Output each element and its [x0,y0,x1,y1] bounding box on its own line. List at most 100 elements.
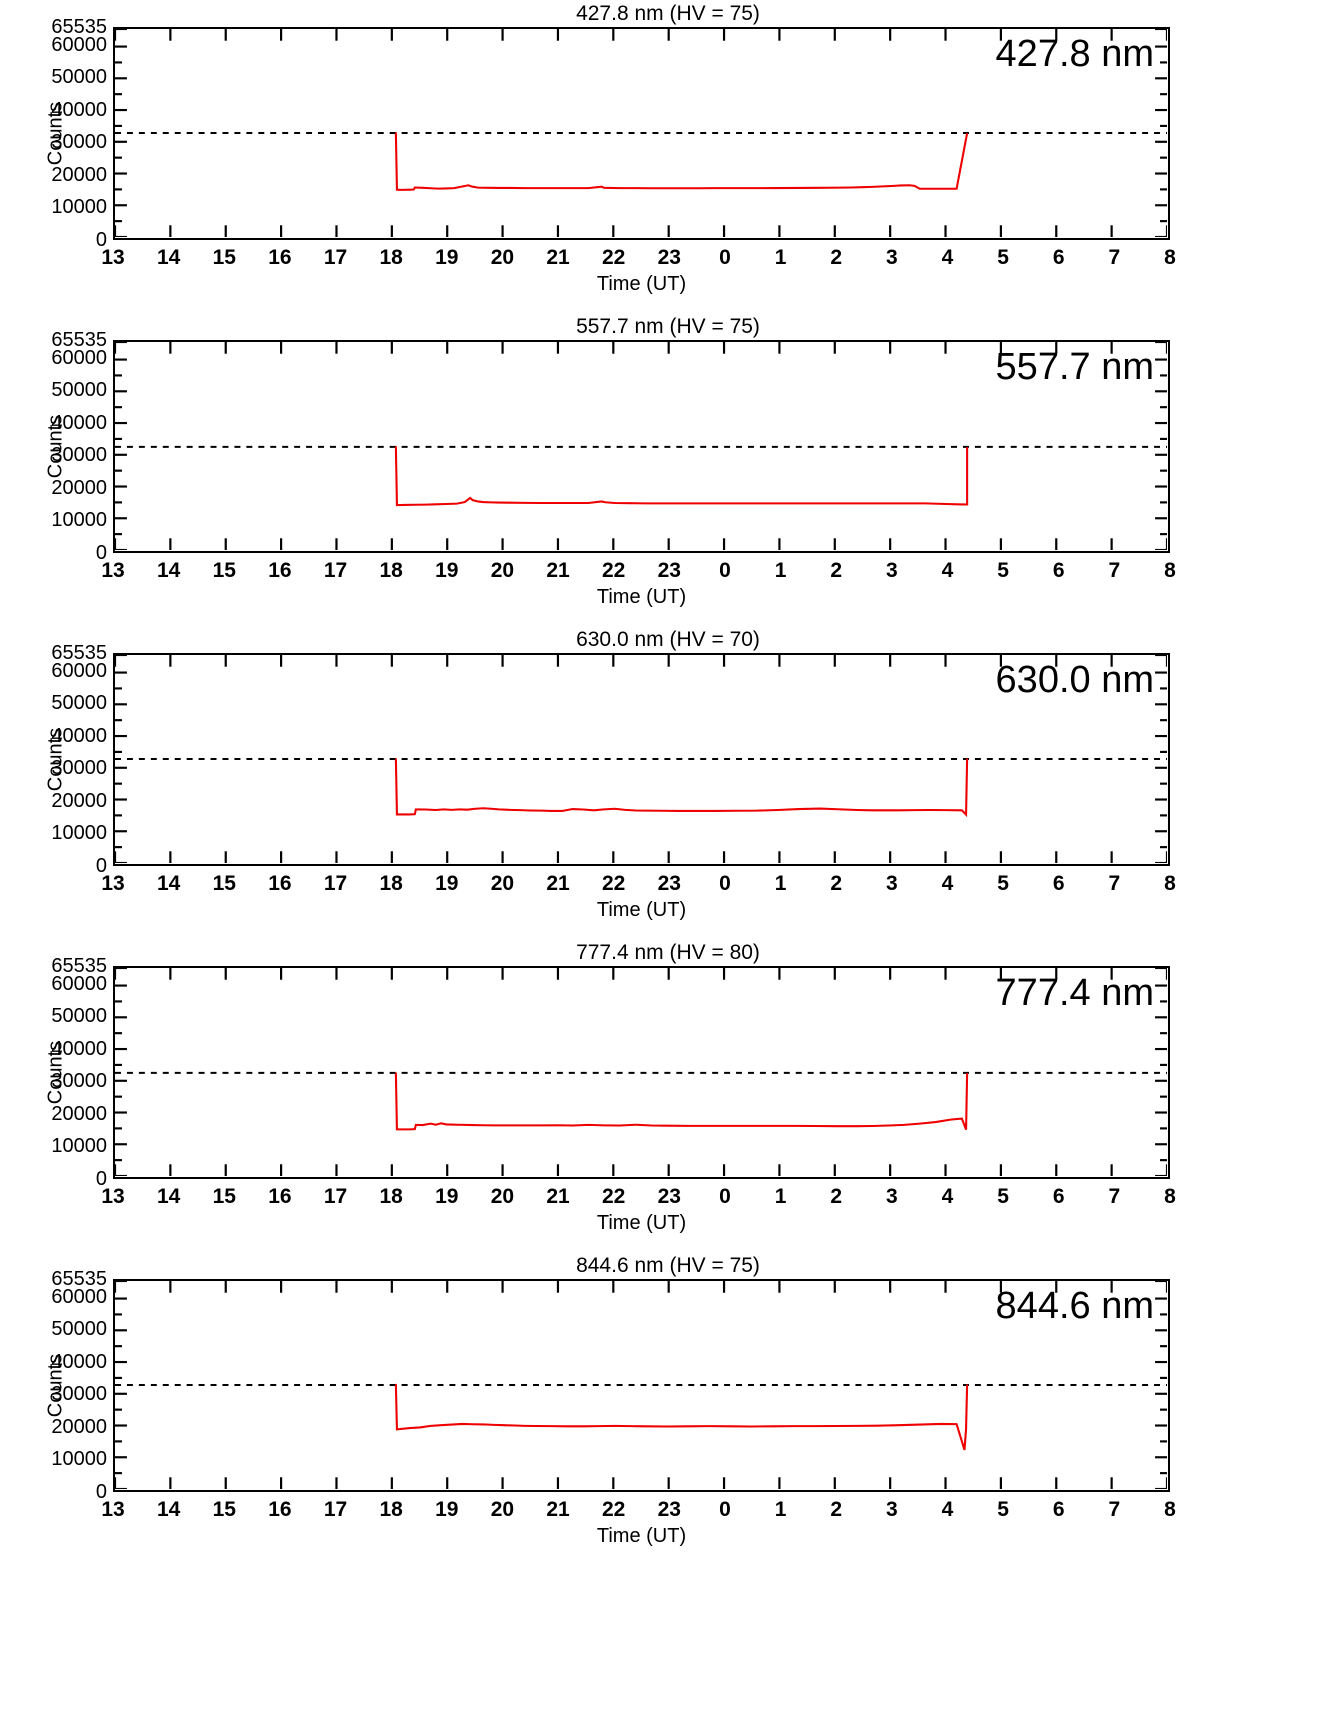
x-tick-label: 7 [1108,872,1121,895]
x-tick-label: 21 [546,246,570,269]
x-tick-label: 22 [601,872,626,895]
x-tick-label: 18 [379,872,403,895]
y-tick-label: 30000 [51,757,107,780]
y-tick-label: 30000 [51,131,107,154]
plot-frame: 557.7 nm [113,340,1170,553]
x-tick-label: 4 [941,872,954,895]
x-tick-label: 22 [601,246,626,269]
x-tick-label: 7 [1108,1498,1121,1521]
x-tick-label: 19 [435,559,459,582]
x-tick-label: 15 [212,1498,236,1521]
y-tick-label: 10000 [51,822,107,845]
x-tick-label: 8 [1164,559,1176,582]
x-tick-label: 21 [546,1498,570,1521]
x-tick-label: 23 [657,872,681,895]
panel-title: 777.4 nm (HV = 80) [576,941,760,964]
plot-canvas [115,29,1167,237]
y-tick-label: 65535 [51,955,107,977]
panel-inner-wavelength-label: 777.4 nm [995,972,1154,1014]
x-tick-label: 8 [1164,872,1176,895]
x-tick-label: 23 [657,559,681,582]
x-tick-label: 6 [1052,872,1065,895]
x-tick-label: 13 [101,1185,125,1208]
x-tick-label: 7 [1108,559,1121,582]
y-tick-label: 60000 [51,1285,107,1308]
plot-canvas [115,968,1167,1176]
y-tick-label: 50000 [51,1318,107,1341]
plot-frame: 630.0 nm [113,653,1170,866]
x-tick-label: 13 [101,559,125,582]
y-tick-label: 50000 [51,379,107,402]
y-tick-label: 40000 [51,411,107,434]
y-tick-label: 65535 [51,642,107,664]
y-tick-label: 65535 [51,16,107,38]
x-tick-label: 16 [268,559,292,582]
x-tick-label: 18 [379,1498,403,1521]
panel-title: 427.8 nm (HV = 75) [576,2,760,25]
y-tick-label: 20000 [51,789,107,812]
y-tick-label: 10000 [51,509,107,532]
x-axis-title: Time (UT) [596,586,687,608]
y-tick-label: 40000 [51,98,107,121]
y-tick-label: 50000 [51,1005,107,1028]
y-tick-label: 50000 [51,692,107,715]
x-tick-label: 18 [379,246,403,269]
x-tick-label: 17 [323,1185,348,1208]
x-tick-label: 19 [435,246,459,269]
x-axis-title: Time (UT) [596,1525,687,1547]
panel-inner-wavelength-label: 630.0 nm [995,659,1154,701]
y-tick-label: 10000 [51,1135,107,1158]
plot-frame: 427.8 nm [113,27,1170,240]
x-tick-label: 8 [1164,1185,1176,1208]
x-tick-label: 2 [830,1498,843,1521]
panel-777-4nm: 777.4 nm (HV = 80) Counts 0 10000 20000 30000… [0,939,1336,1252]
x-axis-title: Time (UT) [596,1212,687,1234]
x-tick-label: 21 [546,872,570,895]
plot-frame: 844.6 nm [113,1279,1170,1492]
x-tick-label: 15 [212,872,236,895]
data-trace [394,1383,969,1451]
x-tick-label: 5 [997,1185,1009,1208]
x-tick-label: 0 [719,1185,731,1208]
y-tick-label: 60000 [51,346,107,369]
x-tick-label: 18 [379,559,403,582]
x-tick-label: 3 [885,246,898,269]
data-trace [394,132,969,191]
x-tick-label: 22 [601,559,626,582]
y-tick-label: 20000 [51,1102,107,1125]
x-tick-label: 6 [1052,559,1065,582]
x-axis-title: Time (UT) [596,273,687,295]
x-tick-label: 17 [323,559,348,582]
x-tick-label: 21 [546,1185,570,1208]
panel-inner-wavelength-label: 427.8 nm [995,33,1154,75]
x-tick-label: 14 [156,1498,181,1521]
x-tick-label: 7 [1108,1185,1121,1208]
y-tick-label: 0 [95,855,107,877]
x-tick-label: 3 [885,872,898,895]
panel-title: 844.6 nm (HV = 75) [576,1254,760,1277]
x-tick-label: 20 [490,872,515,895]
x-tick-label: 22 [601,1498,626,1521]
panel-630-0nm: 630.0 nm (HV = 70) Counts 0 10000 20000 30000… [0,626,1336,939]
x-tick-label: 15 [212,246,236,269]
x-tick-label: 20 [490,1498,515,1521]
y-tick-label: 20000 [51,163,107,186]
x-tick-label: 0 [719,246,731,269]
y-tick-label: 30000 [51,1070,107,1093]
x-tick-label: 15 [212,559,236,582]
x-tick-label: 16 [268,1498,292,1521]
y-tick-label: 60000 [51,659,107,682]
x-tick-label: 2 [830,246,843,269]
x-tick-label: 22 [601,1185,626,1208]
x-tick-label: 16 [268,872,292,895]
x-tick-label: 15 [212,1185,236,1208]
x-tick-label: 4 [941,559,954,582]
panel-inner-wavelength-label: 844.6 nm [995,1285,1154,1327]
y-tick-label: 20000 [51,1415,107,1438]
x-tick-label: 23 [657,1498,681,1521]
x-tick-label: 1 [774,872,787,895]
x-tick-label: 23 [657,1185,681,1208]
y-tick-label: 0 [95,229,107,251]
x-tick-label: 1 [774,246,787,269]
